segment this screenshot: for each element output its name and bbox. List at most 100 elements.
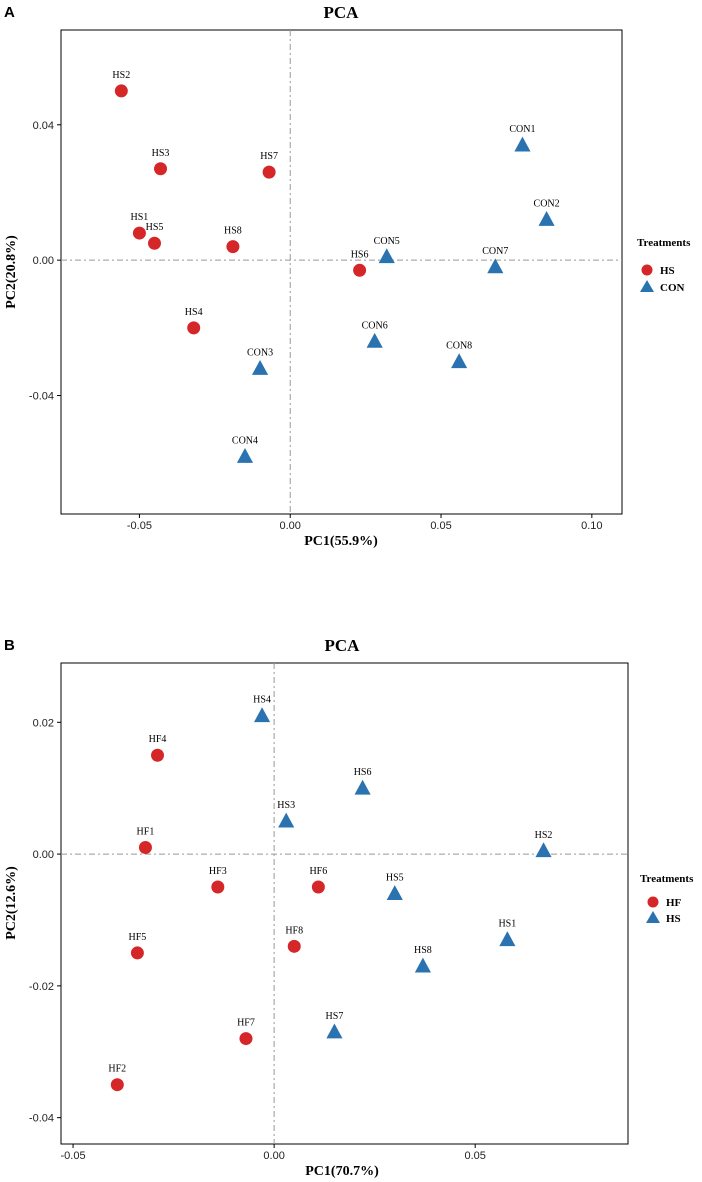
point-hf4 bbox=[151, 748, 165, 762]
y-tick-label: 0.00 bbox=[33, 255, 54, 267]
y-axis: -0.04 -0.02 0.00 0.02 bbox=[29, 717, 61, 1125]
point-hf5 bbox=[130, 946, 144, 960]
y-axis-label: PC2(12.6%) bbox=[4, 866, 19, 940]
x-axis-label: PC1(70.7%) bbox=[305, 1164, 379, 1179]
legend-marker-circle bbox=[641, 264, 653, 276]
point-con2 bbox=[538, 211, 555, 226]
y-tick-label: -0.04 bbox=[29, 1113, 54, 1125]
point-hs3 bbox=[278, 812, 295, 828]
point-label: CON2 bbox=[534, 199, 560, 210]
y-tick-label: -0.02 bbox=[29, 981, 54, 993]
point-hs7 bbox=[326, 1023, 343, 1039]
point-label: HS3 bbox=[152, 148, 170, 159]
legend-label-1: CON bbox=[660, 282, 685, 294]
point-label: CON5 bbox=[374, 236, 400, 247]
point-label: HF8 bbox=[285, 925, 303, 936]
point-hf6 bbox=[311, 880, 325, 894]
point-label: HS7 bbox=[326, 1011, 344, 1022]
x-axis-label: PC1(55.9%) bbox=[304, 534, 378, 549]
point-con4 bbox=[236, 447, 254, 463]
point-label: CON3 bbox=[247, 347, 273, 358]
y-axis: -0.04 0.00 0.04 bbox=[29, 120, 61, 403]
legend-marker-triangle bbox=[640, 280, 654, 292]
point-label: HS4 bbox=[253, 695, 271, 706]
y-tick-label: 0.04 bbox=[33, 120, 54, 132]
point-hf3 bbox=[211, 880, 225, 894]
point-hf8 bbox=[287, 939, 301, 953]
x-tick-label: 0.05 bbox=[430, 520, 451, 532]
point-label: HS1 bbox=[498, 919, 516, 930]
point-hs8 bbox=[414, 957, 431, 973]
point-label: HF4 bbox=[149, 734, 167, 745]
point-con5 bbox=[378, 248, 395, 264]
plot-frame bbox=[60, 662, 629, 1145]
point-label: CON4 bbox=[232, 435, 258, 446]
point-label: HF7 bbox=[237, 1018, 255, 1029]
point-hs8 bbox=[226, 240, 240, 254]
point-hf2 bbox=[110, 1078, 124, 1092]
point-label: HF6 bbox=[309, 866, 327, 877]
point-hs5 bbox=[386, 885, 403, 900]
point-label: HS7 bbox=[260, 151, 278, 162]
x-tick-label: -0.05 bbox=[127, 520, 152, 532]
point-label: HS5 bbox=[146, 222, 164, 233]
data-points: HF4 HF1 HF3 HF6 HF5 HF8 HF7 HF2 HS4 HS6 HS3 HS2 HS5 H… bbox=[108, 695, 553, 1092]
panel-b: B PCA -0.05 0.00 0.05 -0.04 -0.02 0.00 0.02 H… bbox=[4, 636, 694, 1179]
point-hf1 bbox=[138, 840, 152, 854]
point-label: HS8 bbox=[224, 226, 242, 237]
x-axis: -0.05 0.00 0.05 0.10 bbox=[127, 514, 603, 532]
plot-frame bbox=[60, 29, 623, 515]
point-label: HS4 bbox=[185, 307, 203, 318]
point-label: HS2 bbox=[112, 70, 130, 81]
point-label: HS6 bbox=[351, 249, 369, 260]
point-con8 bbox=[451, 353, 468, 369]
point-hs6 bbox=[353, 263, 367, 277]
point-label: CON7 bbox=[482, 246, 508, 257]
panel-a: A PCA -0.05 0.00 0.05 0.10 -0.04 0.00 0.04 HS… bbox=[4, 3, 691, 549]
point-label: HS2 bbox=[535, 830, 553, 841]
point-label: HS1 bbox=[131, 212, 149, 223]
point-hs4 bbox=[253, 707, 271, 723]
point-hs2 bbox=[114, 84, 128, 98]
y-tick-label: 0.02 bbox=[33, 717, 54, 729]
legend-label-0: HS bbox=[660, 265, 675, 277]
y-axis-label: PC2(20.8%) bbox=[4, 235, 19, 309]
chart-title: PCA bbox=[325, 636, 361, 655]
point-hs3 bbox=[154, 162, 168, 176]
point-label: HS3 bbox=[277, 800, 295, 811]
legend-label-0: HF bbox=[666, 897, 682, 909]
x-axis: -0.05 0.00 0.05 bbox=[61, 1144, 486, 1162]
point-label: HF2 bbox=[108, 1064, 126, 1075]
legend-marker-triangle bbox=[646, 911, 660, 923]
point-label: HF3 bbox=[209, 866, 227, 877]
point-label: HF5 bbox=[129, 932, 147, 943]
legend-title: Treatments bbox=[640, 873, 694, 885]
y-tick-label: 0.00 bbox=[33, 849, 54, 861]
point-label: HF1 bbox=[137, 826, 155, 837]
legend-marker-circle bbox=[647, 896, 659, 908]
panel-letter: B bbox=[4, 637, 15, 654]
point-label: HS6 bbox=[354, 767, 372, 778]
point-con7 bbox=[487, 258, 504, 274]
legend-title: Treatments bbox=[637, 237, 691, 249]
x-tick-label: 0.05 bbox=[464, 1150, 485, 1162]
point-label: HS8 bbox=[414, 945, 432, 956]
point-hf7 bbox=[239, 1032, 253, 1046]
point-hs5 bbox=[148, 236, 161, 250]
point-hs7 bbox=[262, 165, 276, 179]
point-label: HS5 bbox=[386, 873, 404, 884]
point-label: CON6 bbox=[362, 320, 388, 331]
x-tick-label: 0.10 bbox=[581, 520, 602, 532]
legend-label-1: HS bbox=[666, 913, 681, 925]
point-con6 bbox=[366, 332, 383, 348]
x-tick-label: 0.00 bbox=[280, 520, 301, 532]
legend: Treatments HF HS bbox=[640, 873, 694, 925]
point-hs2 bbox=[535, 842, 552, 858]
point-label: CON1 bbox=[509, 124, 535, 135]
point-hs6 bbox=[354, 779, 371, 795]
legend: Treatments HS CON bbox=[637, 237, 691, 294]
panel-letter: A bbox=[4, 4, 15, 21]
point-hs4 bbox=[187, 321, 201, 335]
